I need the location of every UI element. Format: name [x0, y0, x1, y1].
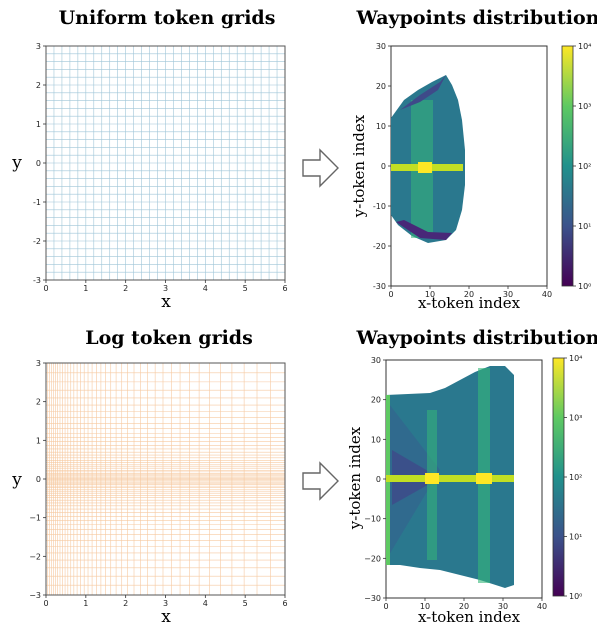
y-tick-label: 10 — [376, 122, 386, 131]
x-tick-label: 10 — [425, 290, 435, 299]
x-tick-label: 0 — [383, 602, 388, 611]
log-grid-xlabel: x — [161, 607, 171, 627]
right-arrow-icon — [302, 461, 339, 501]
log-heatmap-xlabel: x-token index — [418, 608, 521, 626]
uniform-heatmap-colorbar: 10⁴ 10³ 10² 10¹ 10⁰ — [561, 42, 591, 291]
uniform-grid-lines — [46, 46, 285, 280]
log-heatmap-title: Waypoints distribution — [356, 327, 597, 349]
y-tick-label: 2 — [36, 398, 41, 407]
y-tick-label: −10 — [364, 515, 381, 524]
x-tick-label: 40 — [537, 602, 547, 611]
y-tick-label: −20 — [364, 554, 381, 563]
y-tick-label: 0 — [36, 475, 41, 484]
x-tick-label: 3 — [163, 599, 168, 608]
uniform-heatmap-panel: Waypoints distribution 0 10 20 30 403020100-… — [350, 7, 597, 312]
y-tick-label: -1 — [33, 198, 41, 207]
y-tick-label: 3 — [36, 42, 41, 51]
log-heatmap-band-a — [427, 410, 437, 560]
x-tick-label: 2 — [123, 284, 128, 293]
y-tick-label: 0 — [381, 162, 386, 171]
colorbar-tick-label: 10² — [569, 473, 582, 482]
log-heatmap-colorbar: 10⁴ 10³ 10² 10¹ 10⁰ — [552, 354, 582, 601]
x-tick-label: 4 — [203, 599, 208, 608]
right-arrow-icon — [302, 148, 339, 188]
log-grid-lines — [46, 362, 285, 596]
log-heatmap-panel: Waypoints distribution 0 10 20 30 403020100−… — [346, 327, 597, 626]
x-tick-label: 0 — [43, 599, 48, 608]
y-tick-label: −1 — [29, 514, 41, 523]
y-tick-label: -30 — [373, 282, 386, 291]
colorbar-tick-label: 10³ — [578, 102, 591, 111]
y-tick-label: -2 — [33, 237, 41, 246]
y-tick-label: 2 — [36, 81, 41, 90]
y-tick-label: 30 — [376, 42, 386, 51]
x-tick-label: 40 — [542, 290, 552, 299]
uniform-heatmap-title: Waypoints distribution — [356, 7, 597, 29]
x-tick-label: 0 — [388, 290, 393, 299]
colorbar-tick-label: 10⁴ — [569, 354, 582, 363]
y-tick-label: 10 — [371, 435, 381, 444]
uniform-grid-title: Uniform token grids — [59, 7, 276, 29]
x-tick-label: 4 — [203, 284, 208, 293]
colorbar-tick-label: 10⁰ — [578, 282, 591, 291]
y-tick-label: 0 — [376, 475, 381, 484]
y-tick-label: 1 — [36, 436, 41, 445]
x-tick-label: 20 — [459, 602, 469, 611]
y-tick-label: 20 — [371, 396, 381, 405]
y-tick-label: 30 — [371, 356, 381, 365]
x-tick-label: 30 — [503, 290, 513, 299]
x-tick-label: 30 — [498, 602, 508, 611]
x-tick-label: 5 — [243, 284, 248, 293]
y-tick-label: −2 — [29, 552, 41, 561]
log-heatmap-ylabel: y-token index — [346, 426, 364, 530]
log-heatmap-center-line — [386, 475, 514, 482]
colorbar-tick-label: 10¹ — [578, 222, 591, 231]
x-tick-label: 10 — [420, 602, 430, 611]
x-tick-label: 6 — [282, 599, 287, 608]
uniform-grid-xlabel: x — [161, 292, 171, 312]
y-tick-label: 0 — [36, 159, 41, 168]
y-tick-label: 20 — [376, 82, 386, 91]
x-tick-label: 0 — [43, 284, 48, 293]
y-tick-label: -3 — [33, 276, 41, 285]
y-tick-label: -10 — [373, 202, 386, 211]
log-grid-ylabel: y — [11, 470, 22, 490]
colorbar-tick-label: 10¹ — [569, 533, 582, 542]
uniform-heatmap-plot: 0 10 20 30 40 30 20 10 0 -10 -20 -30 — [373, 42, 552, 299]
x-tick-label: 5 — [243, 599, 248, 608]
y-tick-label: −3 — [29, 591, 41, 600]
y-tick-label: 1 — [36, 120, 41, 129]
x-tick-label: 20 — [464, 290, 474, 299]
log-heatmap-plot: 0 10 20 30 40 30 20 10 0 −10 −20 −30 — [364, 356, 547, 611]
x-tick-label: 1 — [83, 599, 88, 608]
x-tick-label: 1 — [83, 284, 88, 293]
x-tick-label: 3 — [163, 284, 168, 293]
x-tick-label: 6 — [282, 284, 287, 293]
log-grid-panel: Log token grids 0 1 2 3 4 5 6 3 2 1 0 −1 −2 −3 x y — [11, 327, 287, 627]
colorbar-tick-label: 10² — [578, 162, 591, 171]
x-tick-label: 2 — [123, 599, 128, 608]
uniform-heatmap-xlabel: x-token index — [418, 294, 521, 312]
colorbar-tick-label: 10³ — [569, 414, 582, 423]
uniform-heatmap-ylabel: y-token index — [350, 114, 368, 218]
y-tick-label: -20 — [373, 242, 386, 251]
uniform-grid-ylabel: y — [11, 153, 22, 173]
y-tick-label: 3 — [36, 359, 41, 368]
colorbar-tick-label: 10⁴ — [578, 42, 591, 51]
colorbar-tick-label: 10⁰ — [569, 592, 582, 601]
log-grid-title: Log token grids — [85, 327, 253, 349]
y-tick-label: −30 — [364, 594, 381, 603]
